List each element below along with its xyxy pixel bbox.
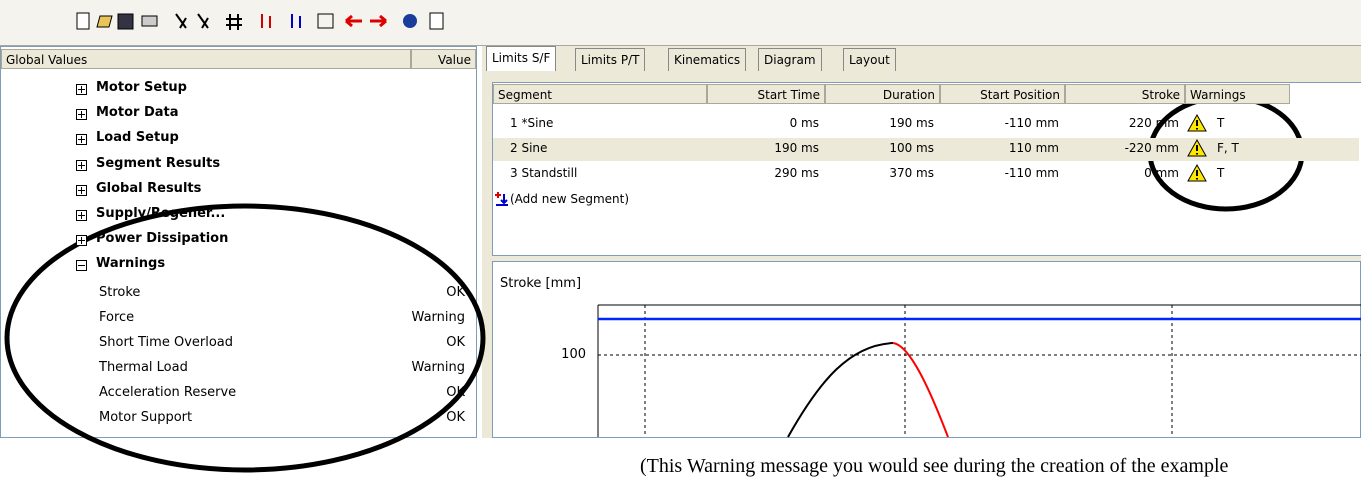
warning-value: OK	[446, 285, 465, 300]
column-header: Warnings	[1185, 84, 1290, 104]
warning-value: OK	[446, 385, 465, 400]
cell: 1 *Sine	[510, 116, 554, 130]
diagram-area	[492, 261, 1361, 438]
column-header: Start Position	[940, 84, 1065, 104]
cell: 190 ms	[889, 116, 934, 130]
cell: 370 ms	[889, 166, 934, 180]
cell: 220 mm	[1128, 116, 1179, 130]
warning-value: OK	[446, 410, 465, 425]
warning-value: OK	[446, 335, 465, 350]
expand-icon[interactable]	[76, 84, 87, 95]
tree-item[interactable]: Global Results	[96, 180, 202, 196]
cell: T	[1217, 116, 1225, 130]
tree-item[interactable]: Supply/Regener...	[96, 206, 226, 221]
add-segment[interactable]: (Add new Segment)	[510, 192, 630, 206]
caption: (This Warning message you would see duri…	[640, 455, 1229, 477]
warning-name: Force	[99, 310, 135, 325]
cell: 100 ms	[889, 141, 934, 155]
tab[interactable]: Kinematics	[668, 48, 747, 71]
warning-icon	[1187, 114, 1207, 132]
cell: T	[1217, 166, 1225, 180]
tree-item[interactable]: Power Dissipation	[96, 231, 229, 247]
cell: -110 mm	[1004, 116, 1059, 130]
tree-item[interactable]: Motor Data	[96, 105, 179, 121]
tab[interactable]: Limits P/T	[575, 48, 646, 71]
cell: 0 mm	[1144, 166, 1179, 180]
column-header: Stroke	[1065, 84, 1185, 104]
tree-item[interactable]: Load Setup	[96, 130, 179, 146]
tree-item[interactable]: Segment Results	[96, 155, 221, 171]
expand-icon[interactable]	[76, 235, 87, 247]
cell: 2 Sine	[510, 141, 548, 155]
column-header: Segment	[493, 84, 707, 104]
plot	[597, 304, 1361, 438]
toolbar	[0, 0, 1361, 45]
y-tick-label: 100	[561, 347, 586, 362]
warning-icon	[1187, 164, 1207, 182]
cell: 110 mm	[1008, 141, 1059, 155]
warning-icon	[1187, 139, 1207, 157]
cell: 290 ms	[774, 166, 819, 180]
toolbar-icons	[76, 12, 444, 30]
column-header: Global Values	[1, 49, 411, 69]
tab[interactable]: Layout	[843, 48, 896, 71]
tab[interactable]: Limits S/F	[486, 46, 557, 71]
warning-name: Motor Support	[99, 410, 193, 425]
cell: F, T	[1217, 141, 1239, 155]
add-icon	[495, 192, 508, 206]
expand-icon[interactable]	[76, 159, 87, 171]
column-header: Start Time	[707, 84, 825, 104]
separator	[0, 45, 1361, 46]
warning-value: Warning	[411, 310, 465, 325]
warning-name: Acceleration Reserve	[99, 385, 237, 400]
cell: 3 Standstill	[510, 166, 578, 180]
column-header: Duration	[825, 84, 940, 104]
collapse-icon[interactable]	[76, 260, 87, 272]
warning-name: Thermal Load	[99, 360, 188, 375]
cell: -220 mm	[1124, 141, 1179, 155]
warning-name: Short Time Overload	[99, 335, 234, 350]
expand-icon[interactable]	[76, 210, 87, 221]
tab[interactable]: Diagram	[758, 48, 822, 71]
warning-name: Stroke	[99, 285, 141, 300]
warning-value: Warning	[411, 360, 465, 375]
expand-icon[interactable]	[76, 184, 87, 196]
cell: 0 ms	[789, 116, 819, 130]
expand-icon[interactable]	[76, 134, 87, 146]
tree-item[interactable]: Warnings	[96, 256, 166, 272]
expand-icon[interactable]	[76, 109, 87, 121]
cell: -110 mm	[1004, 166, 1059, 180]
cell: 190 ms	[774, 141, 819, 155]
table-area	[492, 82, 1361, 256]
column-header: Value	[411, 49, 476, 69]
icons	[76, 12, 444, 30]
y-axis-label: Stroke [mm]	[500, 276, 582, 291]
selected-row	[493, 138, 1359, 161]
tree-item[interactable]: Motor Setup	[96, 80, 187, 95]
